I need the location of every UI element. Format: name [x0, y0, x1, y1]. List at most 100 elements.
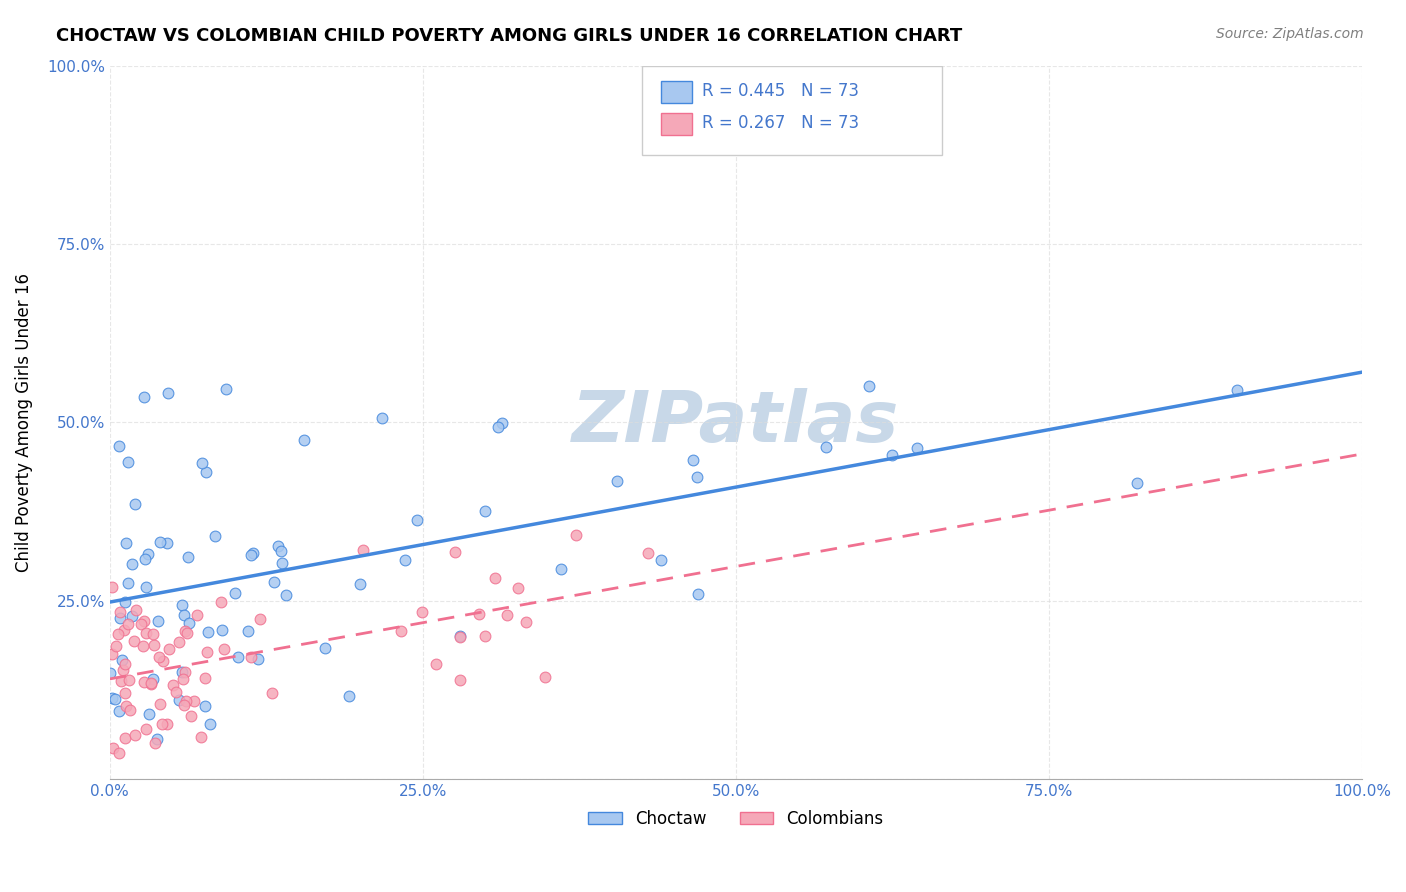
Colombians [496, 607, 519, 622]
Legend: Choctaw, Colombians: Choctaw, Colombians [582, 804, 890, 835]
Choctaw [117, 455, 139, 469]
Colombians [152, 654, 174, 668]
Choctaw [204, 529, 226, 543]
Colombians [484, 571, 506, 585]
Choctaw [115, 536, 138, 550]
Colombians [174, 624, 197, 638]
Choctaw [145, 731, 167, 746]
Choctaw [197, 624, 219, 639]
Choctaw [179, 616, 201, 631]
Choctaw [98, 665, 121, 680]
Colombians [411, 605, 433, 619]
Colombians [156, 717, 179, 731]
Choctaw [406, 513, 429, 527]
Choctaw [101, 691, 124, 706]
Colombians [131, 639, 153, 653]
Choctaw [111, 653, 134, 667]
Colombians [112, 663, 135, 677]
Choctaw [682, 452, 704, 467]
Choctaw [121, 609, 143, 624]
Choctaw [177, 549, 200, 564]
Choctaw [606, 474, 628, 488]
Choctaw [134, 552, 156, 566]
Choctaw [315, 640, 337, 655]
Colombians [194, 671, 217, 685]
Colombians [534, 670, 557, 684]
Choctaw [121, 558, 143, 572]
Colombians [209, 595, 232, 609]
Colombians [143, 638, 166, 652]
Choctaw [135, 580, 157, 594]
Colombians [139, 677, 162, 691]
Choctaw [148, 614, 170, 628]
Text: ZIPatlas: ZIPatlas [572, 388, 900, 457]
Text: CHOCTAW VS COLOMBIAN CHILD POVERTY AMONG GIRLS UNDER 16 CORRELATION CHART: CHOCTAW VS COLOMBIAN CHILD POVERTY AMONG… [56, 27, 963, 45]
Choctaw [449, 629, 471, 643]
Colombians [449, 630, 471, 644]
Colombians [100, 648, 122, 662]
Choctaw [294, 433, 316, 447]
Choctaw [142, 672, 165, 686]
Choctaw [486, 420, 509, 434]
Colombians [173, 698, 195, 713]
Colombians [149, 698, 172, 712]
Colombians [132, 614, 155, 628]
Colombians [468, 607, 491, 621]
Colombians [169, 635, 191, 649]
Choctaw [905, 442, 928, 456]
Choctaw [191, 456, 214, 470]
Choctaw [170, 599, 193, 613]
Colombians [515, 615, 537, 629]
Colombians [122, 634, 145, 648]
Colombians [118, 703, 141, 717]
Colombians [139, 676, 162, 690]
FancyBboxPatch shape [643, 66, 942, 155]
Colombians [117, 617, 139, 632]
Choctaw [474, 504, 496, 518]
Choctaw [1226, 384, 1249, 398]
Choctaw [242, 545, 264, 559]
Choctaw [157, 385, 180, 400]
Colombians [183, 694, 205, 708]
Choctaw [349, 576, 371, 591]
Choctaw [211, 623, 233, 637]
Colombians [104, 639, 127, 653]
Choctaw [114, 595, 136, 609]
Colombians [197, 645, 219, 659]
Colombians [249, 612, 271, 626]
Colombians [110, 674, 132, 689]
Colombians [124, 728, 146, 742]
Choctaw [108, 611, 131, 625]
Colombians [114, 686, 136, 700]
Colombians [148, 649, 170, 664]
Choctaw [108, 704, 131, 718]
Text: R = 0.445   N = 73: R = 0.445 N = 73 [702, 82, 859, 100]
Colombians [173, 665, 195, 679]
Choctaw [136, 548, 159, 562]
Colombians [508, 581, 530, 595]
Colombians [212, 641, 235, 656]
Choctaw [149, 534, 172, 549]
Colombians [425, 657, 447, 671]
Choctaw [339, 689, 361, 703]
Choctaw [117, 576, 139, 591]
Choctaw [550, 562, 572, 576]
Colombians [134, 674, 156, 689]
Choctaw [170, 665, 193, 680]
Colombians [100, 580, 122, 594]
Colombians [114, 699, 136, 714]
Choctaw [814, 440, 837, 454]
Choctaw [226, 649, 249, 664]
Colombians [152, 716, 174, 731]
Colombians [172, 672, 194, 686]
Choctaw [156, 536, 179, 550]
Colombians [176, 626, 198, 640]
FancyBboxPatch shape [661, 113, 692, 135]
Choctaw [200, 716, 222, 731]
Colombians [145, 736, 167, 750]
Colombians [118, 673, 141, 687]
Colombians [180, 708, 202, 723]
Choctaw [236, 624, 259, 638]
Choctaw [858, 378, 880, 392]
Colombians [565, 528, 588, 542]
